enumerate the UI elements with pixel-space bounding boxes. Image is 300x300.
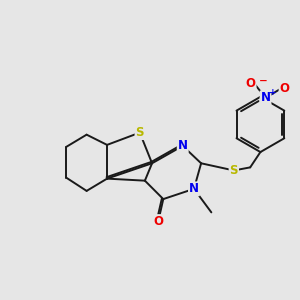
Text: N: N <box>260 92 271 104</box>
Text: −: − <box>259 76 267 86</box>
Text: S: S <box>230 164 238 177</box>
Text: N: N <box>178 140 188 152</box>
Text: +: + <box>269 88 277 97</box>
Text: O: O <box>280 82 290 95</box>
Text: S: S <box>136 126 144 139</box>
Text: O: O <box>153 215 163 228</box>
Text: O: O <box>246 77 256 90</box>
Text: N: N <box>189 182 199 195</box>
